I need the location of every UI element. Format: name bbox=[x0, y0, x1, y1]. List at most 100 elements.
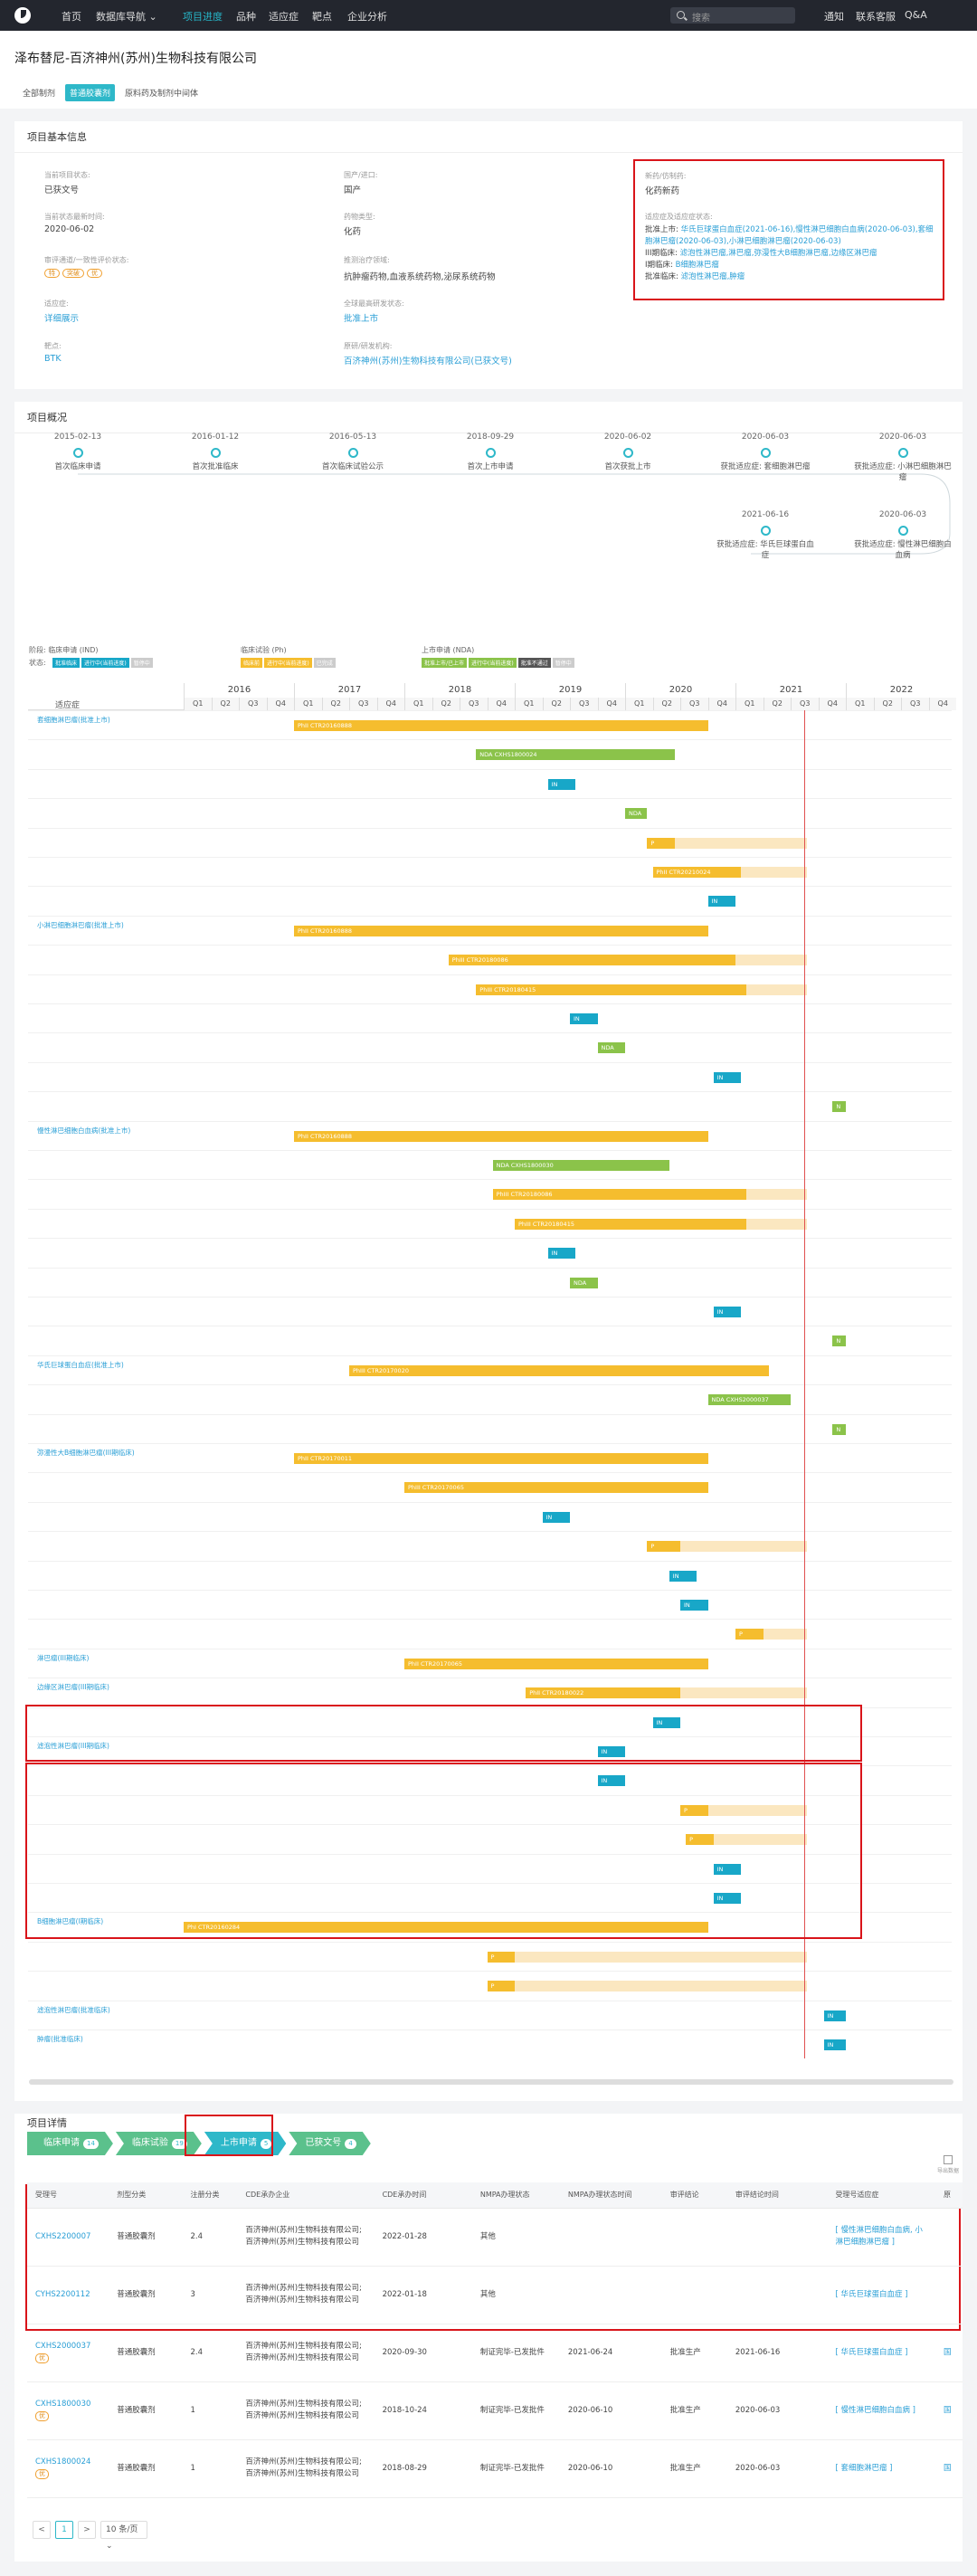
target-link[interactable]: BTK bbox=[44, 354, 62, 364]
timeline-node[interactable] bbox=[348, 448, 358, 458]
cell-origin[interactable]: 国 bbox=[935, 2439, 963, 2498]
company-link[interactable]: 百济神州(苏州)生物科技有限公司(已获文号) bbox=[344, 356, 512, 366]
indication-label[interactable]: 肿瘤(批准临床) bbox=[37, 2035, 83, 2043]
indication-label[interactable]: 弥漫性大B细胞淋巴瘤(III期临床) bbox=[37, 1449, 135, 1457]
gantt-bar[interactable]: IN bbox=[713, 1863, 742, 1875]
next-page-button[interactable]: > bbox=[78, 2521, 96, 2539]
gantt-bar[interactable]: N bbox=[832, 1336, 846, 1347]
column-header[interactable]: NMPA办理状态 bbox=[471, 2182, 560, 2209]
cell-origin[interactable]: 国 bbox=[935, 2324, 963, 2382]
gantt-bar[interactable]: N bbox=[832, 1423, 846, 1435]
step-ph[interactable]: 临床试验 19 bbox=[116, 2132, 202, 2155]
gantt-bar[interactable]: PhII CTR20170011 bbox=[294, 1453, 708, 1464]
gantt-bar[interactable]: IN bbox=[707, 896, 735, 908]
status-items[interactable]: 华氏巨球蛋白血症(2021-06-16),慢性淋巴细胞白血病(2020-06-0… bbox=[645, 225, 934, 246]
column-header[interactable]: CDE承办企业 bbox=[237, 2182, 375, 2209]
gantt-bar[interactable]: P bbox=[647, 1541, 680, 1553]
tab-capsule[interactable]: 普通胶囊剂 bbox=[65, 84, 116, 101]
indication-label[interactable]: 华氏巨球蛋白血症(批准上市) bbox=[37, 1360, 124, 1369]
accept-no-link[interactable]: CXHS2000037 bbox=[35, 2342, 91, 2351]
cell-origin[interactable]: 国 bbox=[935, 2381, 963, 2440]
cell-accept-no[interactable]: CXHS1800024 优 bbox=[27, 2439, 109, 2498]
gantt-bar[interactable]: PhII CTR20160888 bbox=[294, 720, 708, 731]
gantt-bar[interactable]: PhIII CTR20170065 bbox=[404, 1482, 708, 1494]
column-header[interactable]: NMPA办理状态时间 bbox=[559, 2182, 662, 2209]
export-button[interactable]: 导出数据 bbox=[937, 2155, 959, 2174]
column-header[interactable]: 原 bbox=[935, 2182, 963, 2209]
gantt-bar[interactable]: NDA bbox=[625, 808, 648, 820]
page-1-button[interactable]: 1 bbox=[55, 2521, 73, 2539]
gantt-bar[interactable]: PhIII CTR20180415 bbox=[515, 1218, 747, 1230]
nav-variety[interactable]: 品种 bbox=[236, 11, 256, 23]
indication-label[interactable]: 小淋巴细胞淋巴瘤(批准上市) bbox=[37, 920, 124, 929]
prev-page-button[interactable]: < bbox=[33, 2521, 51, 2539]
cell-indication[interactable]: [ 华氏巨球蛋白血症 ] bbox=[827, 2266, 936, 2324]
table-row[interactable]: CXHS1800024 优 普通胶囊剂 1 百济神州(苏州)生物科技有限公司;百济神州(… bbox=[27, 2439, 963, 2498]
column-header[interactable]: CDE承办时间 bbox=[374, 2182, 472, 2209]
cell-origin[interactable] bbox=[935, 2266, 963, 2324]
gantt-bar[interactable]: PhII CTR20160888 bbox=[294, 1130, 708, 1142]
nav-indication[interactable]: 适应症 bbox=[269, 11, 299, 23]
indication-label[interactable]: 边缘区淋巴瘤(III期临床) bbox=[37, 1683, 109, 1692]
cell-indication[interactable]: [ 套细胞淋巴瘤 ] bbox=[827, 2439, 936, 2498]
gantt-bar[interactable]: IN bbox=[547, 778, 576, 790]
cell-origin[interactable] bbox=[935, 2208, 963, 2267]
table-row[interactable]: CYHS2200112 普通胶囊剂 3 百济神州(苏州)生物科技有限公司;百济神州(苏… bbox=[27, 2266, 963, 2324]
column-header[interactable]: 受理号适应症 bbox=[827, 2182, 936, 2209]
indication-label[interactable]: B细胞淋巴瘤(I期临床) bbox=[37, 1917, 104, 1926]
timeline-node[interactable] bbox=[211, 448, 221, 458]
tab-all[interactable]: 全部制剂 bbox=[23, 90, 56, 99]
gantt-bar[interactable]: P bbox=[487, 1951, 515, 1963]
gantt-bar[interactable]: NDA CXHS2000037 bbox=[707, 1394, 791, 1406]
gantt-bar[interactable]: IN bbox=[669, 1570, 697, 1582]
timeline-node[interactable] bbox=[73, 448, 83, 458]
gantt-bar[interactable]: IN bbox=[823, 2039, 846, 2050]
accept-no-link[interactable]: CXHS2200007 bbox=[35, 2231, 91, 2241]
timeline-node[interactable] bbox=[623, 448, 633, 458]
gantt-bar[interactable]: PhI CTR20160284 bbox=[184, 1922, 708, 1934]
gantt-bar[interactable]: NDA CXHS1800030 bbox=[492, 1160, 669, 1171]
indication-label[interactable]: 慢性淋巴细胞白血病(批准上市) bbox=[37, 1126, 131, 1135]
timeline-node[interactable] bbox=[898, 448, 908, 458]
nav-notice[interactable]: 通知 bbox=[824, 11, 844, 23]
nav-target[interactable]: 靶点 bbox=[312, 11, 332, 23]
nav-qa[interactable]: Q&A bbox=[905, 9, 927, 21]
cell-accept-no[interactable]: CXHS1800030 优 bbox=[27, 2381, 109, 2440]
gantt-bar[interactable]: P bbox=[487, 1981, 515, 1992]
gantt-bar[interactable]: PhII CTR20180022 bbox=[526, 1687, 680, 1699]
gantt-bar[interactable]: P bbox=[680, 1804, 708, 1816]
nav-company-analysis[interactable]: 企业分析 bbox=[347, 11, 387, 23]
tab-api[interactable]: 原料药及制剂中间体 bbox=[125, 90, 199, 99]
gantt-bar[interactable]: PhIII CTR20180415 bbox=[476, 984, 747, 995]
page-size-select[interactable]: 10 条/页 ⌄ bbox=[100, 2521, 147, 2551]
gantt-bar[interactable]: IN bbox=[570, 1013, 598, 1024]
horizontal-scrollbar[interactable] bbox=[29, 2079, 953, 2085]
nav-home[interactable]: 首页 bbox=[62, 11, 81, 23]
indication-detail-link[interactable]: 详细展示 bbox=[44, 314, 80, 324]
gantt-bar[interactable]: P bbox=[686, 1834, 714, 1846]
column-header[interactable]: 受理号 bbox=[27, 2182, 109, 2209]
gantt-bar[interactable]: PhII CTR20170065 bbox=[404, 1658, 708, 1669]
table-row[interactable]: CXHS2000037 优 普通胶囊剂 2.4 百济神州(苏州)生物科技有限公司;百济神… bbox=[27, 2324, 963, 2382]
gantt-bar[interactable]: IN bbox=[652, 1716, 680, 1728]
gantt-bar[interactable]: IN bbox=[713, 1307, 742, 1317]
gantt-bar[interactable]: NDA bbox=[570, 1277, 598, 1288]
gantt-bar[interactable]: P bbox=[735, 1629, 764, 1640]
column-header[interactable]: 审评结论时间 bbox=[726, 2182, 828, 2209]
gantt-bar[interactable]: IN bbox=[542, 1511, 570, 1523]
gantt-bar[interactable]: IN bbox=[713, 1071, 742, 1083]
timeline-node[interactable] bbox=[761, 448, 771, 458]
indication-label[interactable]: 滤泡性淋巴瘤(III期临床) bbox=[37, 1742, 109, 1750]
gantt-bar[interactable]: IN bbox=[547, 1248, 576, 1259]
indication-label[interactable]: 套细胞淋巴瘤(批准上市) bbox=[37, 716, 110, 724]
cell-indication[interactable]: [ 慢性淋巴细胞白血病 ] bbox=[827, 2381, 936, 2440]
cell-accept-no[interactable]: CYHS2200112 bbox=[27, 2266, 109, 2324]
timeline-node[interactable] bbox=[486, 448, 496, 458]
search-input[interactable]: 搜索 bbox=[670, 7, 795, 24]
step-approved[interactable]: 已获文号 4 bbox=[289, 2132, 370, 2155]
gantt-bar[interactable]: PhIII CTR20180086 bbox=[492, 1189, 747, 1201]
gantt-bar[interactable]: IN bbox=[713, 1893, 742, 1904]
gantt-bar[interactable]: IN bbox=[597, 1746, 625, 1757]
gantt-bar[interactable]: IN bbox=[823, 2010, 846, 2021]
cell-indication[interactable]: [ 慢性淋巴细胞白血病, 小淋巴细胞淋巴瘤 ] bbox=[827, 2208, 936, 2267]
